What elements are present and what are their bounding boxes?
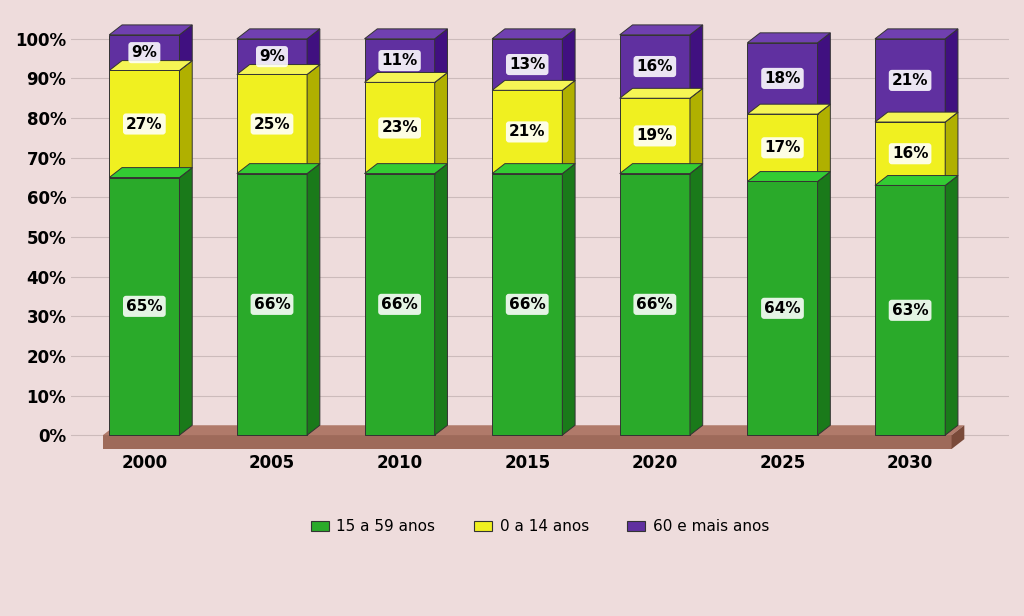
Polygon shape	[817, 172, 830, 435]
Polygon shape	[102, 425, 965, 435]
Bar	[874, 185, 945, 435]
Polygon shape	[748, 33, 830, 43]
Polygon shape	[435, 73, 447, 174]
Polygon shape	[945, 112, 957, 185]
Polygon shape	[874, 112, 957, 122]
Text: 16%: 16%	[892, 146, 929, 161]
Polygon shape	[237, 29, 319, 39]
Polygon shape	[817, 104, 830, 182]
Text: 27%: 27%	[126, 116, 163, 131]
Polygon shape	[817, 33, 830, 114]
Legend: 15 a 59 anos, 0 a 14 anos, 60 e mais anos: 15 a 59 anos, 0 a 14 anos, 60 e mais ano…	[304, 513, 775, 540]
Bar	[748, 182, 817, 435]
Text: 23%: 23%	[381, 121, 418, 136]
Text: 64%: 64%	[764, 301, 801, 316]
Polygon shape	[237, 65, 319, 75]
Bar	[493, 91, 562, 174]
Bar	[620, 35, 690, 98]
Text: 11%: 11%	[382, 53, 418, 68]
Bar	[365, 83, 435, 174]
Bar	[237, 39, 307, 75]
Polygon shape	[945, 176, 957, 435]
Text: 25%: 25%	[254, 116, 290, 131]
Bar	[110, 177, 179, 435]
Polygon shape	[874, 176, 957, 185]
Polygon shape	[493, 29, 575, 39]
Polygon shape	[562, 29, 575, 91]
Text: 21%: 21%	[892, 73, 929, 88]
Bar	[237, 174, 307, 435]
Bar	[237, 75, 307, 174]
Polygon shape	[620, 25, 702, 35]
Polygon shape	[307, 29, 319, 75]
Polygon shape	[237, 164, 319, 174]
Bar	[874, 122, 945, 185]
Polygon shape	[365, 29, 447, 39]
Polygon shape	[365, 73, 447, 83]
Text: 21%: 21%	[509, 124, 546, 139]
Polygon shape	[493, 164, 575, 174]
Polygon shape	[690, 164, 702, 435]
Polygon shape	[620, 88, 702, 98]
Text: 66%: 66%	[509, 297, 546, 312]
Polygon shape	[110, 25, 193, 35]
Polygon shape	[307, 164, 319, 435]
Polygon shape	[690, 88, 702, 174]
Text: 66%: 66%	[637, 297, 673, 312]
Polygon shape	[748, 172, 830, 182]
Polygon shape	[179, 168, 193, 435]
Bar	[102, 435, 951, 449]
Polygon shape	[307, 65, 319, 174]
Text: 9%: 9%	[131, 45, 158, 60]
Polygon shape	[562, 164, 575, 435]
Text: 66%: 66%	[254, 297, 291, 312]
Polygon shape	[874, 29, 957, 39]
Polygon shape	[562, 81, 575, 174]
Text: 18%: 18%	[764, 71, 801, 86]
Polygon shape	[179, 60, 193, 177]
Text: 63%: 63%	[892, 303, 929, 318]
Text: 9%: 9%	[259, 49, 285, 64]
Polygon shape	[435, 164, 447, 435]
Polygon shape	[365, 164, 447, 174]
Polygon shape	[945, 29, 957, 122]
Bar	[748, 43, 817, 114]
Polygon shape	[620, 164, 702, 174]
Text: 16%: 16%	[637, 59, 673, 74]
Polygon shape	[493, 81, 575, 91]
Bar	[620, 98, 690, 174]
Text: 13%: 13%	[509, 57, 546, 72]
Bar	[110, 70, 179, 177]
Bar	[365, 39, 435, 83]
Text: 66%: 66%	[381, 297, 418, 312]
Bar	[110, 35, 179, 70]
Polygon shape	[690, 25, 702, 98]
Polygon shape	[110, 60, 193, 70]
Bar	[365, 174, 435, 435]
Text: 65%: 65%	[126, 299, 163, 314]
Polygon shape	[179, 25, 193, 70]
Bar	[493, 174, 562, 435]
Polygon shape	[951, 425, 965, 449]
Polygon shape	[748, 104, 830, 114]
Bar	[748, 114, 817, 182]
Polygon shape	[435, 29, 447, 83]
Bar	[620, 174, 690, 435]
Bar	[493, 39, 562, 91]
Polygon shape	[110, 168, 193, 177]
Text: 17%: 17%	[764, 140, 801, 155]
Text: 19%: 19%	[637, 128, 673, 144]
Bar	[874, 39, 945, 122]
